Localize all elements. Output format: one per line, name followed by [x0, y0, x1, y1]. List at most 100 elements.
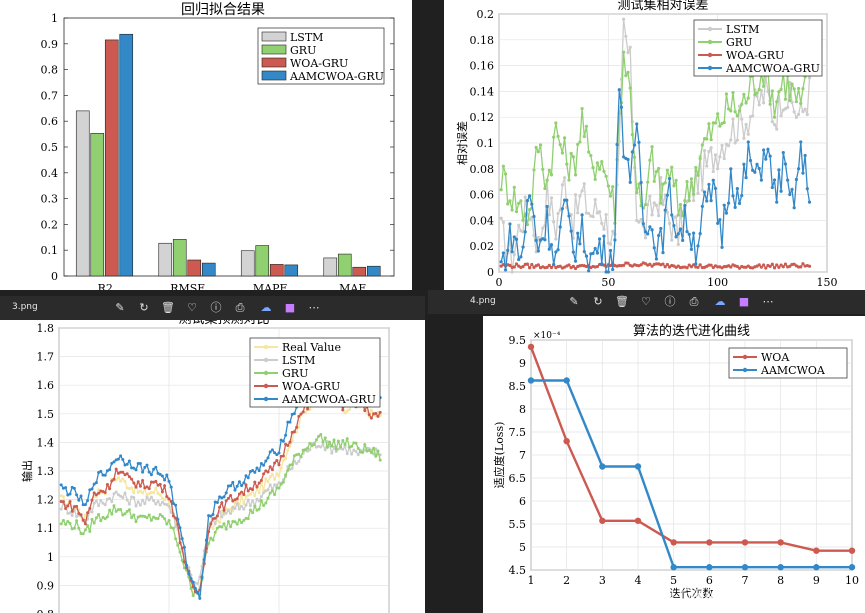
window-error-chart: 0 0.02 0.04 0.06 0.08 0.1 0.12 0.14 0.16 0.18 0.2 0… [444, 0, 865, 290]
series-point [125, 509, 129, 513]
legend-marker [263, 357, 269, 363]
print-icon[interactable]: ⎙ [235, 301, 245, 314]
series-point [558, 264, 562, 268]
series-point [345, 452, 349, 456]
series-point [801, 109, 805, 114]
legend-marker [707, 52, 713, 58]
series-point [299, 455, 303, 459]
series-point [308, 441, 312, 445]
series-point [565, 198, 569, 202]
delete-icon[interactable]: 🗑 [161, 301, 175, 314]
series-point [158, 512, 162, 516]
series-point [356, 446, 360, 450]
series-point [235, 522, 239, 526]
series-point [270, 489, 274, 493]
series-point [259, 478, 263, 482]
series-point [156, 517, 160, 521]
rotate-icon[interactable]: ↻ [139, 301, 149, 314]
series-point [163, 484, 167, 488]
series-point [112, 477, 116, 481]
series-point [167, 518, 171, 522]
series-point [215, 514, 219, 518]
legend-entry: LSTM [290, 31, 323, 44]
series-point [709, 146, 713, 150]
series-point [275, 486, 279, 490]
edit-icon[interactable]: ✎ [115, 301, 125, 314]
series-point [779, 189, 783, 193]
series-point [713, 186, 718, 191]
y-tick-label: 0.18 [470, 34, 495, 47]
series-point [264, 477, 268, 481]
series-point [130, 486, 134, 490]
series-point [154, 502, 158, 506]
delete-icon[interactable]: 🗑 [615, 295, 629, 308]
series-point [218, 520, 222, 524]
series-point [257, 507, 261, 511]
series-point [683, 203, 687, 208]
series-point [334, 447, 338, 451]
y-tick-label: 9.5 [509, 334, 527, 347]
series-point [604, 174, 608, 178]
onedrive-icon[interactable]: ☁ [260, 301, 272, 314]
onedrive-icon[interactable]: ☁ [714, 295, 726, 308]
y-tick-label: 5.5 [509, 518, 527, 531]
info-icon[interactable]: ⓘ [210, 301, 222, 314]
y-tick-label: 0.14 [470, 85, 495, 98]
series-point [178, 541, 182, 545]
more-icon[interactable]: ⋯ [762, 295, 774, 308]
series-point [237, 492, 241, 496]
series-point [251, 511, 255, 515]
series-point [632, 143, 637, 147]
legend-entry: AAMCWOA-GRU [281, 393, 376, 406]
legend-marker [707, 26, 713, 32]
series-point [149, 518, 153, 522]
image-viewer-toolbar: 3.png ✎ ↻ 🗑 ♡ ⓘ ⎙ ☁ ■ ⋯ [0, 296, 425, 320]
series-point [552, 220, 556, 224]
series-point [319, 432, 323, 436]
rotate-icon[interactable]: ↻ [593, 295, 603, 308]
series-point [676, 232, 680, 236]
series-point [182, 566, 186, 570]
error-line-chart: 0 0.02 0.04 0.06 0.08 0.1 0.12 0.14 0.16 0.18 0.2 0… [455, 0, 838, 289]
series-point [81, 518, 85, 522]
series-point [222, 508, 226, 512]
series-point [165, 473, 169, 477]
info-icon[interactable]: ⓘ [664, 295, 676, 308]
series-point [521, 245, 525, 249]
series-point [761, 84, 766, 88]
series-point [796, 112, 801, 116]
series-point [801, 262, 805, 266]
series-point [694, 262, 698, 266]
series-point [121, 470, 125, 474]
series-point [332, 438, 336, 442]
clipchamp-icon[interactable]: ■ [738, 295, 750, 308]
series-point [554, 121, 558, 125]
series-point [143, 514, 147, 518]
more-icon[interactable]: ⋯ [308, 301, 320, 314]
series-point [248, 492, 252, 496]
series-point [112, 492, 116, 496]
series-point [525, 199, 530, 203]
series-point [114, 490, 118, 494]
series-point [242, 507, 246, 511]
series-point [297, 459, 301, 463]
print-icon[interactable]: ⎙ [689, 295, 699, 308]
series-point [259, 499, 263, 503]
x-tick-label: 5 [670, 574, 677, 587]
series-point [226, 520, 230, 524]
image-viewer-toolbar: 4.png ✎ ↻ 🗑 ♡ ⓘ ⎙ ☁ ■ ⋯ [428, 290, 865, 314]
series-point [700, 204, 704, 208]
series-point [68, 511, 72, 515]
favorite-icon[interactable]: ♡ [641, 295, 651, 308]
series-point [255, 485, 259, 489]
series-point [506, 202, 510, 206]
series-point [182, 545, 186, 549]
series-point [706, 539, 713, 546]
favorite-icon[interactable]: ♡ [187, 301, 197, 314]
clipchamp-icon[interactable]: ■ [284, 301, 296, 314]
y-tick-label: 0.1 [477, 137, 495, 150]
series-point [803, 153, 807, 158]
series-point [143, 465, 147, 469]
edit-icon[interactable]: ✎ [569, 295, 579, 308]
series-point [709, 263, 713, 267]
